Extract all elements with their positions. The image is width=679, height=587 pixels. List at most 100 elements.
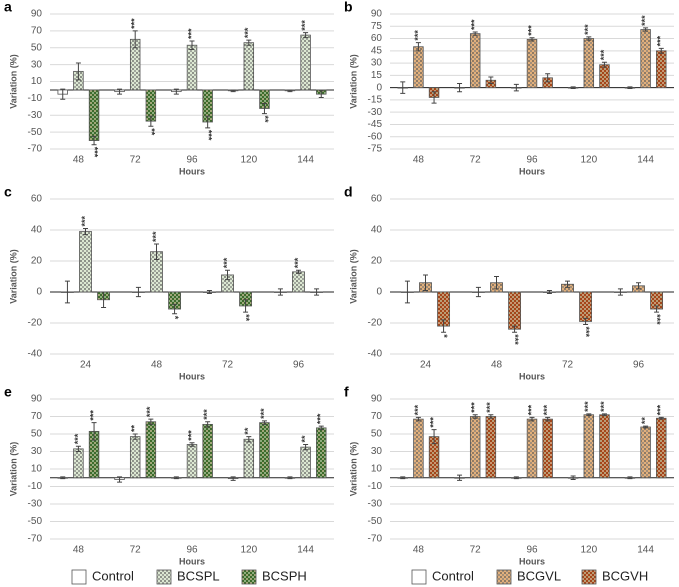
bar <box>259 422 270 479</box>
error-bar <box>415 42 421 52</box>
y-tick-label: 90 <box>31 9 43 20</box>
x-tick-label: 72 <box>130 155 142 166</box>
bar <box>292 271 305 293</box>
error-bar <box>457 474 463 481</box>
y-tick-label: -10 <box>28 481 43 492</box>
y-tick-label: -70 <box>28 144 43 155</box>
error-bar <box>303 444 309 451</box>
error-bar <box>658 47 664 54</box>
significance-label: *** <box>656 404 666 415</box>
bar <box>583 38 595 89</box>
significance-label: ** <box>300 435 310 443</box>
error-bar <box>101 291 107 308</box>
y-tick-label: -40 <box>368 349 383 360</box>
error-bar <box>205 115 211 129</box>
y-tick-label: -10 <box>28 93 43 104</box>
bar <box>526 418 538 479</box>
error-bar <box>261 420 267 425</box>
significance-label: *** <box>542 404 552 415</box>
y-axis-label: Variation (%) <box>8 442 18 497</box>
significance-label: *** <box>316 413 326 424</box>
error-bar <box>475 286 481 298</box>
x-tick-label: 24 <box>420 360 432 371</box>
error-bar <box>189 442 195 447</box>
y-tick-label: 50 <box>371 429 383 440</box>
significance-label: *** <box>259 408 269 419</box>
x-axis-label: Hours <box>519 166 545 176</box>
x-axis-label: Hours <box>519 371 545 381</box>
x-axis-label: Hours <box>179 166 205 176</box>
x-tick-label: 72 <box>470 545 482 556</box>
error-bar <box>205 421 211 428</box>
panel-letter: d <box>344 184 353 200</box>
panel-letter: e <box>4 384 12 400</box>
significance-label: *** <box>526 404 536 415</box>
y-tick-label: 20 <box>31 256 43 267</box>
error-bar <box>400 81 406 94</box>
legend-swatch <box>71 569 87 585</box>
y-tick-label: -30 <box>28 499 43 510</box>
y-tick-label: -30 <box>368 499 383 510</box>
error-bar <box>545 416 551 422</box>
significance-label: *** <box>413 30 423 41</box>
panel-letter: f <box>344 384 349 400</box>
panel-letter: b <box>344 0 353 15</box>
error-bar <box>643 27 649 32</box>
y-tick-label: 70 <box>371 411 383 422</box>
significance-label: *** <box>90 147 100 158</box>
error-bar <box>431 429 437 445</box>
significance-label: ** <box>241 314 251 322</box>
error-bar <box>512 325 518 333</box>
y-axis-label: Variation (%) <box>8 249 18 304</box>
legend-swatch <box>581 569 597 585</box>
bar <box>300 34 311 91</box>
error-bar <box>117 88 123 95</box>
significance-label: *** <box>202 409 212 420</box>
error-bar <box>132 30 138 49</box>
y-tick-label: -30 <box>28 110 43 121</box>
significance-label: *** <box>88 410 98 421</box>
y-axis-label: Variation (%) <box>348 54 358 109</box>
y-tick-label: 50 <box>31 429 43 440</box>
legend-swatch <box>241 569 257 585</box>
y-tick-label: -10 <box>368 481 383 492</box>
legend-label: Control <box>92 568 134 583</box>
significance-label: *** <box>470 19 480 30</box>
x-tick-label: 72 <box>470 155 482 166</box>
error-bar <box>318 90 324 99</box>
bar <box>469 33 481 89</box>
significance-label: ** <box>130 424 140 432</box>
significance-label: *** <box>583 401 593 412</box>
bar <box>202 423 213 479</box>
significance-label: *** <box>656 35 666 46</box>
error-bar <box>441 319 447 333</box>
y-tick-label: 75 <box>371 21 383 32</box>
y-tick-label: -60 <box>368 131 383 142</box>
bar <box>579 291 593 322</box>
error-bar <box>431 91 437 104</box>
bar <box>316 427 327 479</box>
y-tick-label: 70 <box>31 411 43 422</box>
error-bar <box>246 39 252 46</box>
y-tick-label: -75 <box>368 144 383 155</box>
y-tick-label: 45 <box>371 45 383 56</box>
significance-label: *** <box>186 430 196 441</box>
error-bar <box>586 413 592 417</box>
x-tick-label: 72 <box>222 360 234 371</box>
y-tick-label: -70 <box>28 534 43 545</box>
bar <box>186 444 198 479</box>
significance-label: *** <box>243 27 253 38</box>
significance-label: *** <box>599 49 609 60</box>
error-bar <box>91 135 97 146</box>
significance-label: *** <box>470 402 480 413</box>
significance-label: *** <box>583 24 593 35</box>
bar <box>129 436 141 479</box>
bar <box>243 42 255 91</box>
error-bar <box>488 76 494 85</box>
significance-label: * <box>439 334 449 338</box>
x-tick-label: 72 <box>562 360 574 371</box>
bar <box>300 446 311 479</box>
error-bar <box>423 274 428 291</box>
y-axis-label: Variation (%) <box>8 54 18 109</box>
error-bar <box>400 476 406 480</box>
